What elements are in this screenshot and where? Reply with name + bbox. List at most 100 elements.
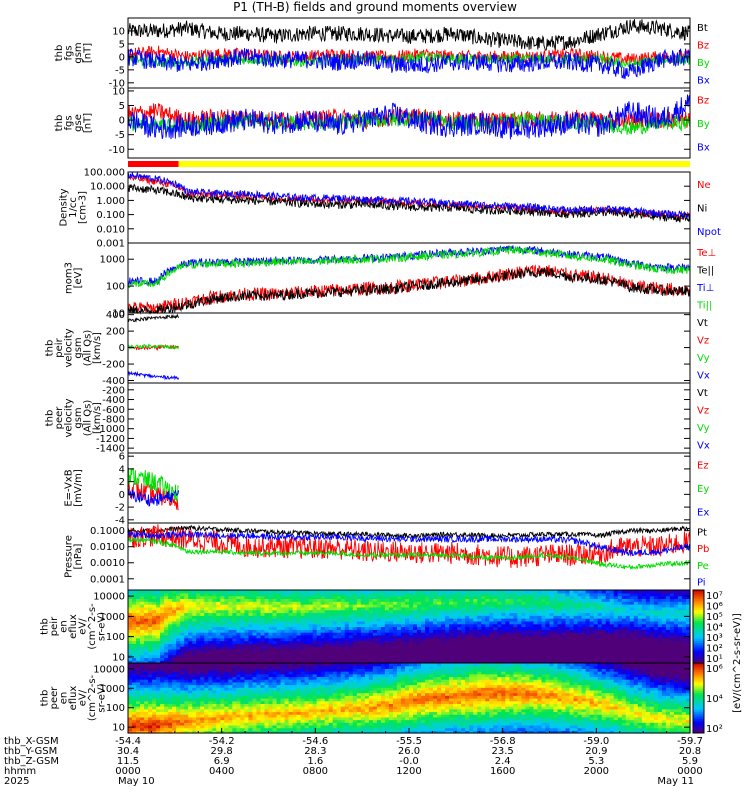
heatmap-cell <box>557 640 563 644</box>
heatmap-cell <box>176 654 181 658</box>
heatmap-cell <box>172 719 177 723</box>
heatmap-cell <box>144 722 149 726</box>
heatmap-cell <box>164 716 169 721</box>
heatmap-cell <box>260 601 266 605</box>
heatmap-cell <box>204 727 209 731</box>
y-tick-label: 0.0010 <box>90 558 125 569</box>
heatmap-cell <box>272 719 278 723</box>
heatmap-cell <box>236 623 241 628</box>
heatmap-cell <box>248 623 254 628</box>
heatmap-cell <box>517 643 522 647</box>
heatmap-cell <box>617 620 623 625</box>
heatmap-cell <box>384 623 390 628</box>
heatmap-cell <box>392 601 398 605</box>
heatmap-cell <box>344 651 350 656</box>
heatmap-cell <box>160 657 165 661</box>
heatmap-cell <box>316 590 322 594</box>
heatmap-cell <box>176 623 181 628</box>
heatmap-cell <box>541 648 547 653</box>
heatmap-cell <box>256 654 262 658</box>
heatmap-cell <box>184 692 189 696</box>
heatmap-cell <box>513 660 518 664</box>
heatmap-cell <box>176 692 181 696</box>
heatmap-cell <box>196 711 201 715</box>
heatmap-cell <box>200 711 205 715</box>
heatmap-cell <box>244 684 250 688</box>
heatmap-cell <box>184 700 189 704</box>
heatmap-cell <box>312 660 318 664</box>
heatmap-cell <box>489 634 494 639</box>
heatmap-cell <box>681 657 687 661</box>
heatmap-cell <box>517 595 522 600</box>
heatmap-cell <box>517 606 522 611</box>
heatmap-cell <box>240 711 246 715</box>
heatmap-cell <box>128 609 133 614</box>
heatmap-cell <box>493 637 498 642</box>
heatmap-cell <box>413 609 418 614</box>
heatmap-cell <box>280 612 286 616</box>
heatmap-cell <box>300 601 306 605</box>
heatmap-cell <box>613 615 619 619</box>
heatmap-cell <box>180 612 185 616</box>
heatmap-cell <box>176 676 181 680</box>
heatmap-cell <box>268 698 274 702</box>
heatmap-cell <box>485 654 490 658</box>
heatmap-cell <box>200 663 205 667</box>
heatmap-cell <box>188 724 193 729</box>
heatmap-cell <box>433 618 438 622</box>
heatmap-cell <box>152 657 157 661</box>
heatmap-cell <box>308 595 314 600</box>
heatmap-cell <box>284 681 290 686</box>
heatmap-cell <box>417 609 422 614</box>
heatmap-cell <box>356 640 362 644</box>
heatmap-cell <box>601 601 607 605</box>
heatmap-cell <box>661 601 667 605</box>
heatmap-cell <box>392 606 398 611</box>
heatmap-cell <box>529 626 535 630</box>
heatmap-cell <box>653 592 659 597</box>
heatmap-cell <box>184 606 189 611</box>
heatmap-cell <box>268 626 274 630</box>
heatmap-cell <box>481 657 486 661</box>
heatmap-cell <box>164 606 169 611</box>
heatmap-cell <box>264 643 270 647</box>
heatmap-cell <box>148 590 153 594</box>
heatmap-cell <box>320 640 326 644</box>
heatmap-cell <box>413 629 418 633</box>
heatmap-cell <box>473 623 478 628</box>
heatmap-cell <box>352 590 358 594</box>
heatmap-cell <box>573 637 579 642</box>
heatmap-cell <box>561 612 567 616</box>
heatmap-cell <box>168 727 173 731</box>
heatmap-cell <box>312 722 318 726</box>
heatmap-cell <box>156 676 161 680</box>
heatmap-cell <box>497 657 502 661</box>
heatmap-cell <box>192 703 197 707</box>
heatmap-cell <box>629 615 635 619</box>
heatmap-cell <box>421 637 426 642</box>
heatmap-cell <box>136 668 141 672</box>
heatmap-cell <box>573 648 579 653</box>
heatmap-cell <box>256 592 262 597</box>
heatmap-cell <box>240 598 246 602</box>
heatmap-cell <box>296 637 302 642</box>
heatmap-cell <box>549 623 555 628</box>
heatmap-cell <box>160 620 165 625</box>
heatmap-cell <box>356 598 362 602</box>
heatmap-cell <box>521 646 527 650</box>
heatmap-cell <box>268 590 274 594</box>
heatmap-cell <box>148 648 153 653</box>
heatmap-cell <box>388 640 394 644</box>
heatmap-cell <box>192 698 197 702</box>
heatmap-cell <box>184 708 189 713</box>
heatmap-cell <box>244 590 250 594</box>
heatmap-cell <box>348 632 354 636</box>
heatmap-cell <box>665 609 671 614</box>
heatmap-cell <box>312 632 318 636</box>
heatmap-cell <box>617 643 623 647</box>
heatmap-cell <box>336 623 342 628</box>
heatmap-cell <box>396 660 402 664</box>
heatmap-cell <box>204 620 209 625</box>
heatmap-cell <box>224 592 229 597</box>
heatmap-cell <box>316 601 322 605</box>
